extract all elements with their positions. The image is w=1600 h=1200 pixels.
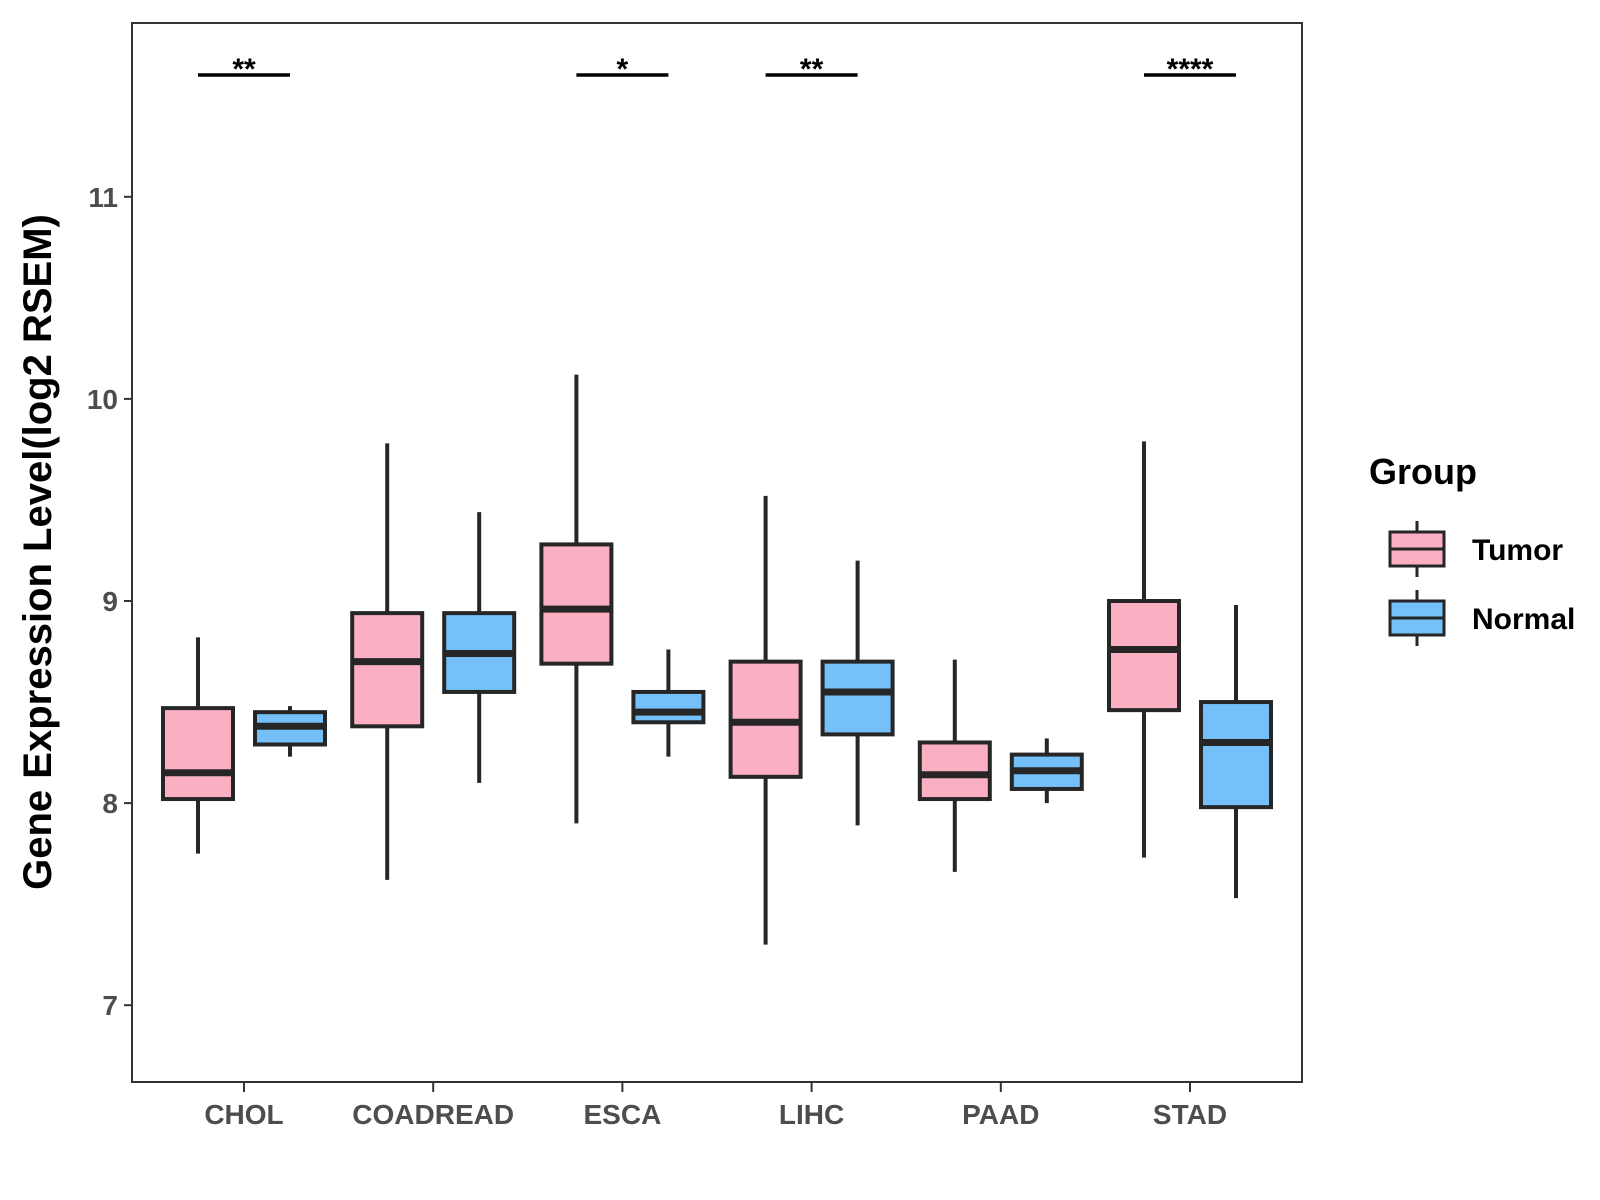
box-coadread-tumor (350, 443, 425, 880)
box-iqr (1199, 700, 1273, 810)
significance-esca: * (576, 53, 669, 86)
x-label-paad: PAAD (962, 1099, 1039, 1130)
box-iqr (161, 706, 235, 802)
significance-stad: **** (1144, 53, 1236, 86)
box-iqr (539, 542, 614, 666)
legend-label-tumor: Tumor (1472, 534, 1563, 567)
box-chol-normal (253, 706, 327, 757)
x-label-lihc: LIHC (779, 1099, 844, 1130)
x-label-esca: ESCA (584, 1099, 662, 1130)
box-iqr (350, 611, 425, 729)
y-axis-title: Gene Expression Level(log2 RSEM) (16, 214, 60, 890)
x-label-coadread: COADREAD (352, 1099, 514, 1130)
legend-item-tumor: Tumor (1388, 521, 1563, 577)
significance-chol: ** (198, 53, 290, 86)
box-lihc-normal (820, 560, 895, 826)
y-tick-label-11: 11 (88, 182, 118, 213)
y-tick-label-7: 7 (102, 990, 118, 1021)
y-tick-label-10: 10 (87, 384, 118, 415)
legend-title: Group (1369, 451, 1477, 492)
significance-lihc: ** (765, 53, 858, 86)
x-label-chol: CHOL (204, 1099, 283, 1130)
significance-label: * (617, 53, 629, 86)
significance-label: **** (1167, 53, 1214, 86)
box-lihc-tumor (728, 495, 803, 945)
box-coadread-normal (442, 512, 517, 783)
box-esca-normal (631, 649, 706, 757)
box-iqr (820, 659, 895, 737)
box-stad-normal (1199, 605, 1273, 899)
legend: Group Tumor Normal (1369, 451, 1575, 646)
box-iqr (1107, 599, 1181, 713)
panel-border (131, 22, 1303, 1083)
box-chol-tumor (161, 637, 235, 854)
box-paad-tumor (917, 659, 992, 872)
box-stad-tumor (1107, 441, 1181, 858)
legend-item-normal: Normal (1388, 590, 1575, 646)
x-label-stad: STAD (1153, 1099, 1227, 1130)
box-iqr (631, 689, 706, 725)
y-tick-label-9: 9 (102, 586, 118, 617)
y-tick-label-8: 8 (102, 788, 118, 819)
box-iqr (917, 740, 992, 802)
box-paad-normal (1009, 738, 1084, 804)
significance-label: ** (232, 53, 256, 86)
significance-label: ** (800, 53, 824, 86)
legend-label-normal: Normal (1472, 603, 1575, 636)
box-esca-tumor (539, 374, 614, 824)
